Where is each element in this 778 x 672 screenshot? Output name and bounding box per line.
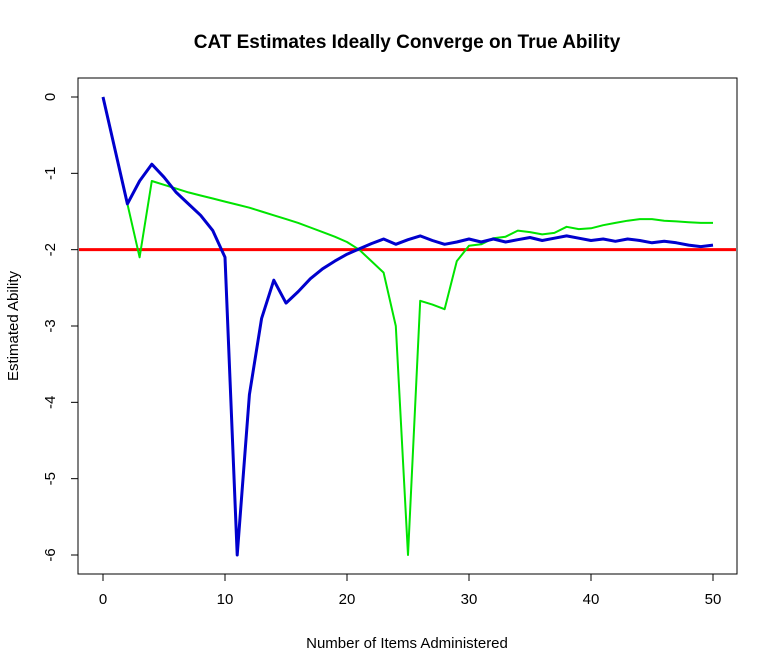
y-tick-label: -2	[42, 243, 59, 256]
plot-frame	[77, 77, 738, 575]
series-group	[101, 96, 714, 557]
y-axis: 0 -1 -2 -3 -4 -5 -6	[42, 93, 79, 562]
x-tick-label: 30	[461, 591, 478, 608]
y-tick-label: -1	[42, 167, 59, 180]
x-tick-label: 40	[583, 591, 600, 608]
x-tick-label: 0	[99, 591, 107, 608]
y-tick-label: -6	[42, 548, 59, 561]
x-tick-label: 50	[705, 591, 722, 608]
series-line-1	[101, 96, 714, 557]
x-axis: 0 10 20 30 40 50	[99, 573, 722, 608]
y-tick-label: -4	[42, 396, 59, 409]
y-axis-label: Estimated Ability	[5, 270, 22, 381]
x-tick-label: 10	[217, 591, 234, 608]
x-axis-label: Number of Items Administered	[306, 635, 508, 652]
series-line-2	[102, 96, 713, 556]
x-tick-label: 20	[339, 591, 356, 608]
chart-title: CAT Estimates Ideally Converge on True A…	[194, 32, 621, 53]
y-tick-label: -5	[42, 472, 59, 485]
y-tick-label: -3	[42, 319, 59, 332]
y-tick-label: 0	[42, 93, 59, 101]
